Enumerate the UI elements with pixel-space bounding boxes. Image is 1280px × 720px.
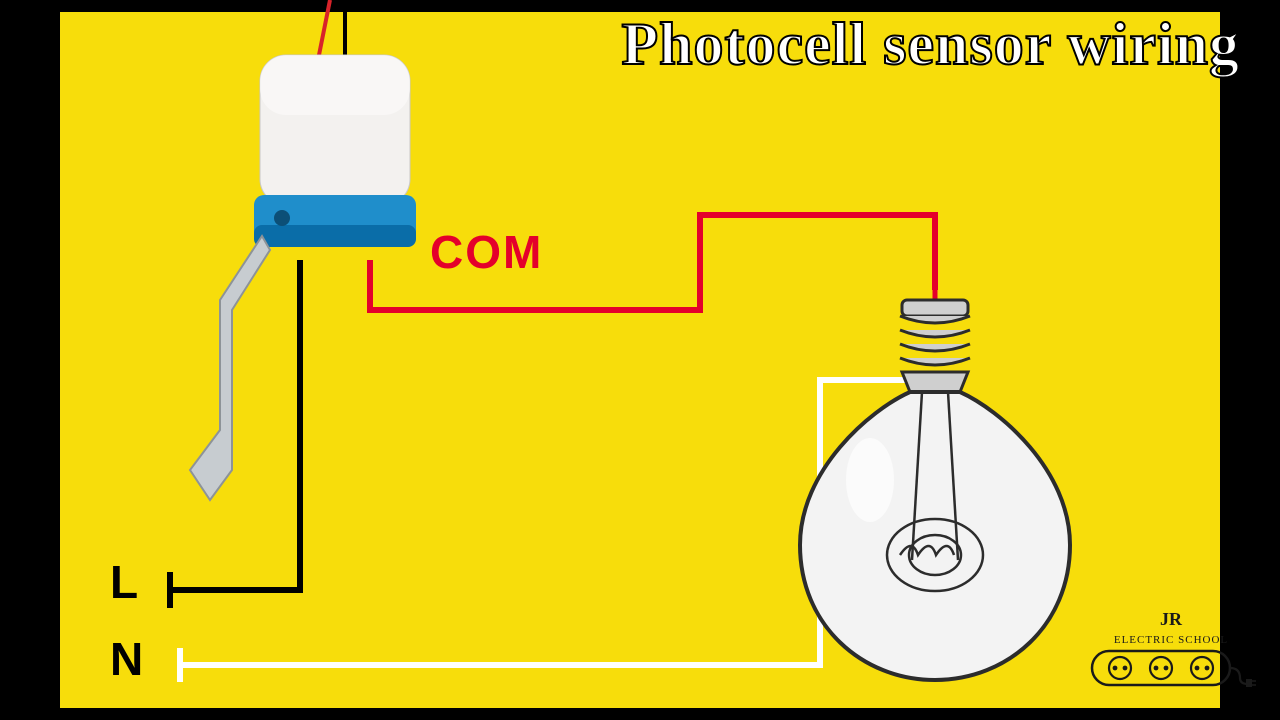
wire-live: [170, 260, 300, 590]
stage: Photocell sensor wiring COM L N JR ELECT…: [0, 0, 1280, 720]
brand-logo-icon: JR ELECTRIC SCHOOL: [1086, 607, 1256, 697]
lead-red-icon: [318, 0, 330, 60]
page-title: Photocell sensor wiring: [621, 10, 1240, 79]
brand-line: ELECTRIC SCHOOL: [1114, 634, 1228, 646]
label-com: COM: [430, 225, 543, 279]
label-neutral: N: [110, 632, 143, 686]
light-bulb-icon: [800, 275, 1070, 680]
label-live: L: [110, 555, 138, 609]
brand-top: JR: [1160, 609, 1183, 629]
brand-logo: JR ELECTRIC SCHOOL: [1086, 607, 1256, 702]
sensor-top-leads: [318, 0, 345, 60]
